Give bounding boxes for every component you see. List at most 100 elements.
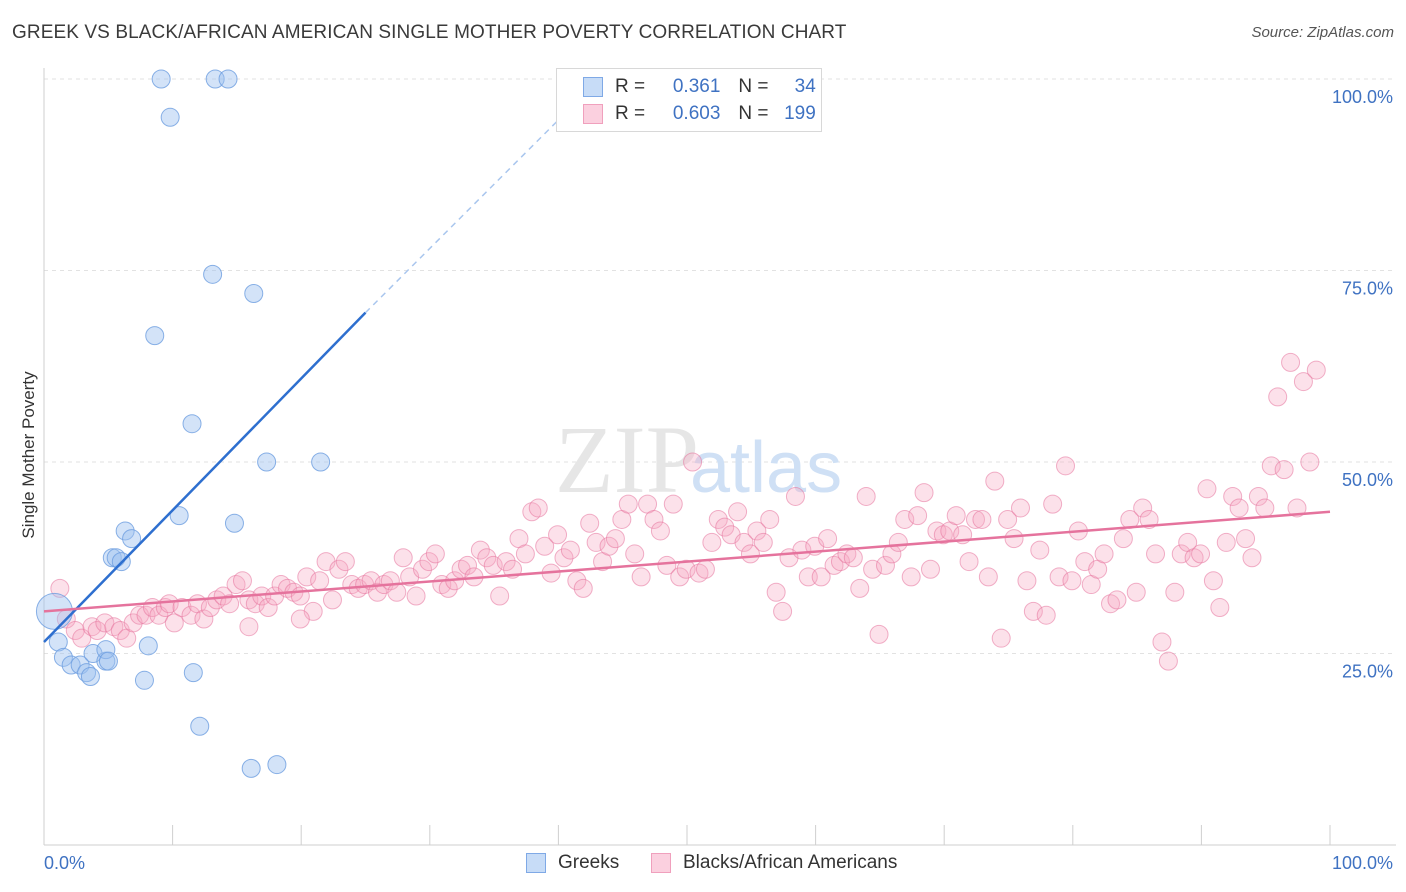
greek-point	[151, 69, 171, 89]
greek-point	[169, 506, 189, 526]
black-point	[863, 559, 883, 579]
black-point	[1171, 544, 1191, 564]
legend-label-black: Blacks/African Americans	[683, 852, 898, 873]
black-point	[194, 609, 214, 629]
black-swatch	[651, 853, 671, 873]
black-point	[159, 594, 179, 614]
black-point	[663, 494, 683, 514]
black-point	[818, 529, 838, 549]
black-point	[676, 559, 696, 579]
watermark-atlas: atlas	[690, 428, 842, 508]
black-point	[747, 521, 767, 541]
greek-point	[203, 264, 223, 284]
black-point	[567, 571, 587, 591]
black-point	[239, 617, 259, 637]
black-point	[1113, 529, 1133, 549]
black-swatch	[583, 104, 603, 124]
source-label: Source: ZipAtlas.com	[1251, 24, 1394, 41]
black-point	[220, 594, 240, 614]
greek-series	[35, 69, 331, 778]
black-point	[470, 540, 490, 560]
greek-point	[160, 107, 180, 127]
greek-point	[122, 529, 142, 549]
black-point	[728, 502, 748, 522]
black-point	[483, 555, 503, 575]
black-point	[322, 590, 342, 610]
black-point	[1030, 540, 1050, 560]
black-point	[1023, 601, 1043, 621]
greek-point	[267, 755, 287, 775]
black-point	[644, 509, 664, 529]
greek-trend-line	[43, 311, 367, 643]
chart-title: GREEK VS BLACK/AFRICAN AMERICAN SINGLE M…	[12, 22, 847, 43]
black-point	[1242, 548, 1262, 568]
black-point	[1049, 567, 1069, 587]
black-point	[708, 509, 728, 529]
black-point	[1158, 651, 1178, 671]
black-point	[1094, 544, 1114, 564]
black-point	[1281, 352, 1301, 372]
greek-swatch	[526, 853, 546, 873]
series-legend: Greeks Blacks/African Americans	[0, 852, 1406, 878]
r-value: 0.603	[672, 103, 721, 124]
black-point	[695, 559, 715, 579]
greek-point	[48, 632, 68, 652]
black-point	[965, 509, 985, 529]
black-point	[560, 540, 580, 560]
n-label: N =	[738, 76, 769, 97]
black-point	[1133, 498, 1153, 518]
black-point	[535, 536, 555, 556]
r-label: R =	[615, 76, 646, 97]
black-point	[1236, 529, 1256, 549]
black-point	[1210, 598, 1230, 618]
black-point	[335, 552, 355, 572]
black-point	[1146, 544, 1166, 564]
r-label: R =	[615, 103, 646, 124]
black-point	[490, 586, 510, 606]
black-point	[1306, 360, 1326, 380]
legend-label-greeks: Greeks	[558, 852, 620, 873]
black-point	[715, 517, 735, 537]
x-tick-label: 0.0%	[44, 853, 85, 873]
black-point	[1293, 372, 1313, 392]
greek-point	[53, 647, 73, 667]
greek-point	[224, 513, 244, 533]
black-point	[1107, 590, 1127, 610]
black-point	[1152, 632, 1172, 652]
black-point	[586, 532, 606, 552]
r-value: 0.361	[672, 76, 721, 97]
black-point	[766, 582, 786, 602]
greek-point	[138, 636, 158, 656]
black-point	[1203, 571, 1223, 591]
greek-point	[145, 326, 165, 346]
black-point	[258, 598, 278, 618]
black-point	[811, 567, 831, 587]
black-point	[670, 567, 690, 587]
black-point	[290, 609, 310, 629]
black-point	[753, 532, 773, 552]
black-point	[368, 582, 387, 602]
legend-row-greeks: R = 0.361 N = 34	[583, 75, 816, 99]
black-point	[631, 567, 651, 587]
y-tick-label: 50.0%	[1342, 470, 1393, 490]
black-point	[290, 586, 310, 606]
greek-point	[218, 69, 238, 89]
black-point	[1126, 582, 1146, 602]
x-tick-label: 100.0%	[1332, 853, 1393, 873]
black-point	[164, 613, 184, 633]
black-point	[1261, 456, 1281, 476]
black-point	[792, 540, 812, 560]
black-point	[1274, 460, 1294, 480]
black-point	[477, 548, 497, 568]
black-point	[843, 548, 863, 568]
greek-point	[80, 666, 100, 686]
black-point	[393, 548, 413, 568]
n-value: 34	[794, 76, 816, 97]
black-series	[50, 352, 1326, 671]
black-point	[1300, 452, 1320, 472]
y-tick-label: 100.0%	[1332, 87, 1393, 107]
tick-labels: 100.0% 75.0% 50.0% 25.0% 0.0% 100.0%	[44, 87, 1393, 873]
black-point	[82, 617, 102, 637]
black-point	[773, 601, 793, 621]
